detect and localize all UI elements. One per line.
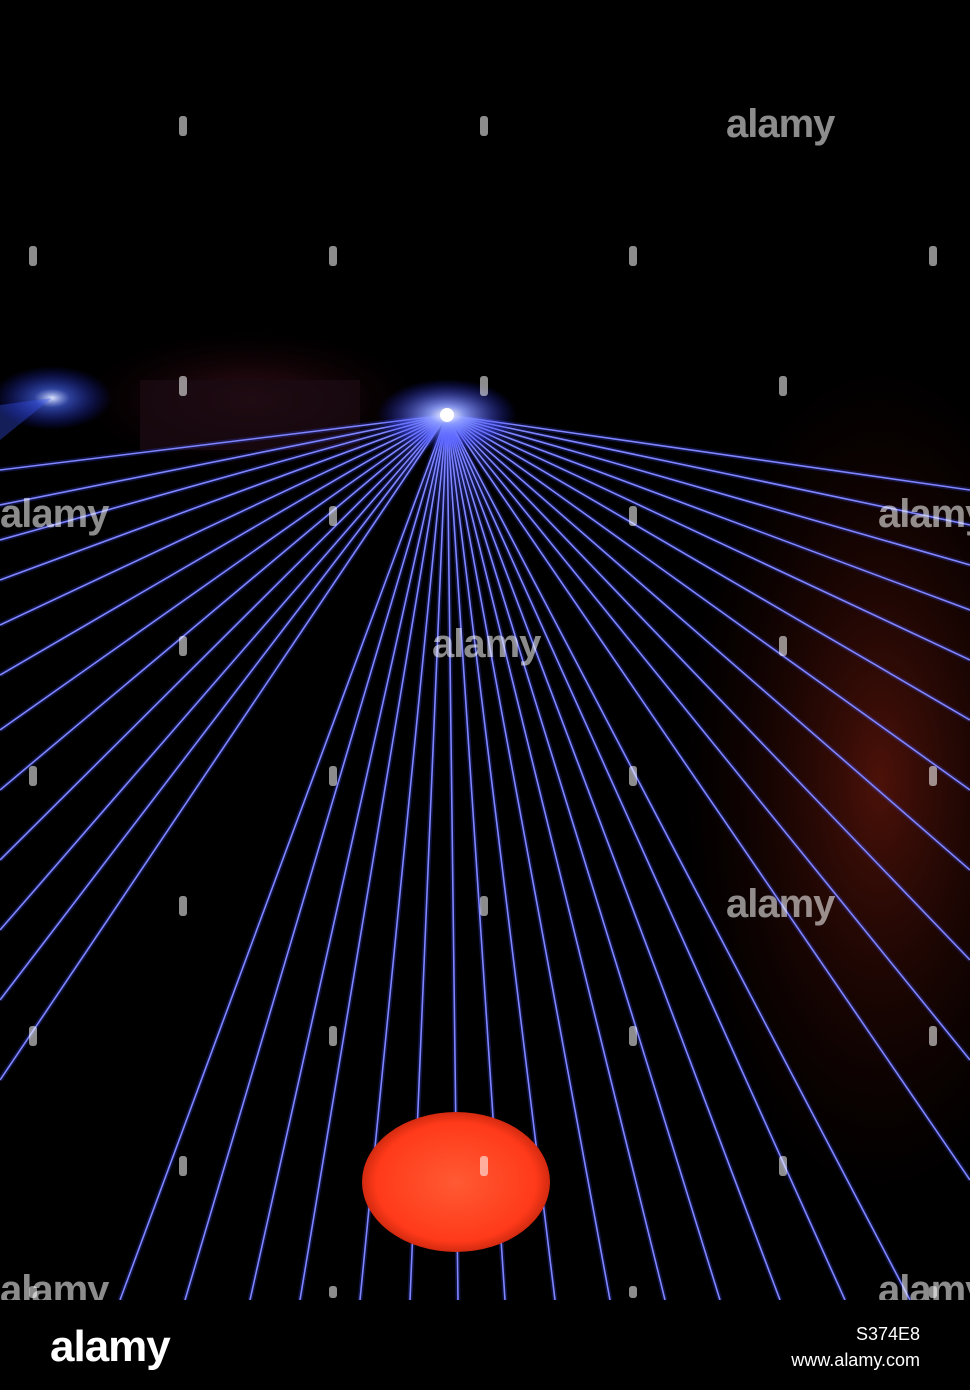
watermark-logo: alamy bbox=[878, 492, 970, 536]
watermark-mark bbox=[480, 116, 488, 136]
watermark-mark bbox=[929, 766, 937, 786]
left-light-beam bbox=[0, 398, 52, 440]
watermark-mark bbox=[329, 506, 337, 526]
watermark-mark bbox=[629, 766, 637, 786]
laser-beam bbox=[0, 414, 448, 471]
laser-beam bbox=[249, 414, 448, 1300]
laser-beam bbox=[446, 414, 611, 1300]
laser-beam bbox=[446, 414, 970, 871]
red-floor-spot bbox=[362, 1112, 550, 1252]
watermark-logo: alamy bbox=[432, 622, 541, 666]
laser-scene bbox=[0, 330, 970, 1300]
laser-beam bbox=[446, 414, 970, 566]
watermark-logo: alamy bbox=[0, 492, 109, 536]
laser-source bbox=[440, 408, 454, 422]
image-id: S374E8 bbox=[855, 1324, 920, 1344]
laser-beam bbox=[0, 414, 448, 1081]
laser-beams bbox=[0, 412, 970, 1300]
laser-beam bbox=[446, 414, 970, 721]
laser-beam bbox=[299, 414, 448, 1300]
watermark-mark bbox=[629, 506, 637, 526]
watermark-logo: alamy bbox=[0, 1268, 109, 1300]
watermark-mark bbox=[629, 1286, 637, 1298]
watermark-mark bbox=[929, 1026, 937, 1046]
right-red-haze bbox=[680, 360, 970, 1200]
laser-beam bbox=[0, 414, 448, 791]
footer-bar: alamy S374E8 www.alamy.com bbox=[0, 1300, 970, 1390]
laser-beam bbox=[446, 414, 970, 661]
watermark-mark bbox=[779, 376, 787, 396]
watermark-mark bbox=[779, 1156, 787, 1176]
watermark-mark bbox=[29, 246, 37, 266]
laser-beam bbox=[446, 414, 781, 1300]
watermark-mark bbox=[329, 766, 337, 786]
watermark-mark bbox=[329, 246, 337, 266]
footer-logo[interactable]: alamy bbox=[50, 1322, 171, 1371]
laser-beam bbox=[0, 414, 448, 931]
laser-beam bbox=[119, 414, 448, 1300]
watermark-mark bbox=[779, 636, 787, 656]
watermark-mark bbox=[179, 1156, 187, 1176]
laser-beam bbox=[0, 414, 448, 626]
watermark-mark bbox=[29, 1286, 37, 1298]
laser-beam bbox=[446, 414, 970, 526]
watermark-mark bbox=[629, 1026, 637, 1046]
laser-beam bbox=[184, 414, 448, 1300]
laser-beam bbox=[0, 414, 448, 731]
laser-beam bbox=[0, 414, 448, 541]
laser-beam bbox=[446, 414, 970, 961]
stage-structure bbox=[140, 380, 360, 450]
watermark-mark bbox=[329, 1026, 337, 1046]
watermark-mark bbox=[29, 1026, 37, 1046]
laser-beam bbox=[0, 414, 448, 676]
laser-beam bbox=[446, 414, 911, 1300]
laser-beam bbox=[446, 414, 970, 1061]
watermark-mark bbox=[480, 896, 488, 916]
watermark-mark bbox=[480, 376, 488, 396]
laser-beam bbox=[446, 414, 721, 1300]
laser-beam bbox=[446, 414, 970, 1181]
laser-beam bbox=[0, 414, 448, 1001]
watermark-mark bbox=[179, 896, 187, 916]
watermark-logo: alamy bbox=[726, 882, 835, 926]
left-light-glow bbox=[0, 366, 112, 430]
photo: alamy alamy alamy alamy alamy alamy alam… bbox=[0, 102, 970, 1300]
watermark-mark bbox=[29, 766, 37, 786]
watermark-logo: alamy bbox=[878, 1268, 970, 1300]
watermark-mark bbox=[929, 246, 937, 266]
watermark-mark bbox=[629, 246, 637, 266]
watermark-mark bbox=[179, 376, 187, 396]
watermark-mark bbox=[179, 116, 187, 136]
laser-beam bbox=[0, 414, 448, 861]
watermark-mark bbox=[480, 1156, 488, 1176]
watermark-mark bbox=[329, 1286, 337, 1298]
laser-beam bbox=[446, 414, 846, 1300]
watermark-mark bbox=[179, 636, 187, 656]
watermark-mark bbox=[929, 1286, 937, 1298]
site-url[interactable]: www.alamy.com bbox=[791, 1350, 920, 1370]
laser-beam bbox=[446, 414, 666, 1300]
laser-beam bbox=[0, 414, 448, 581]
laser-beam bbox=[0, 414, 448, 506]
laser-beam bbox=[446, 414, 970, 791]
laser-beam bbox=[446, 414, 970, 491]
watermark-logo: alamy bbox=[726, 102, 835, 146]
laser-beam bbox=[446, 414, 970, 611]
